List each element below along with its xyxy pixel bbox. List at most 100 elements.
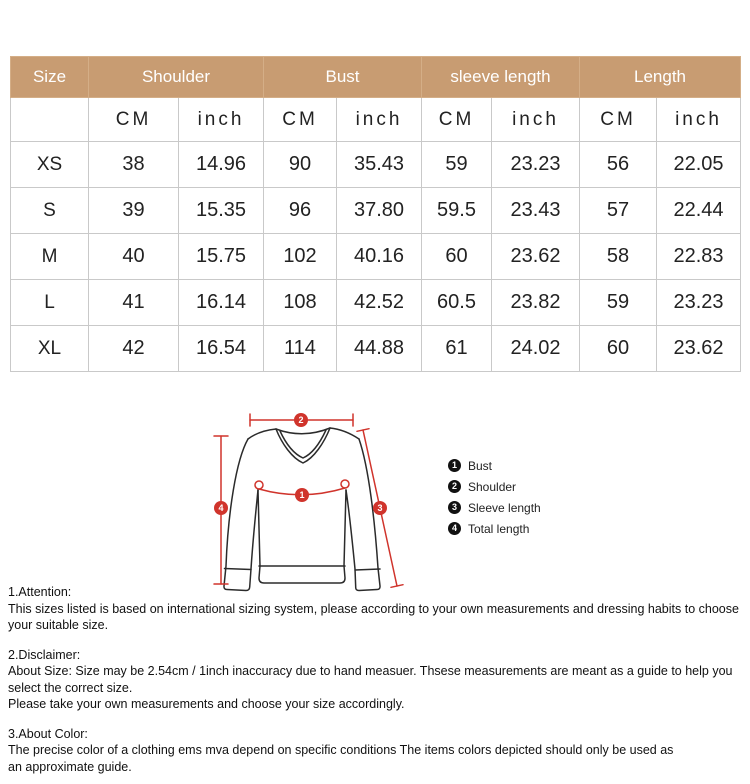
note-about-color: 3.About Color: The precise color of a cl… bbox=[8, 726, 746, 776]
marker-shoulder-number: 2 bbox=[298, 415, 303, 425]
table-group-header-row: Size Shoulder Bust sleeve length Length bbox=[10, 56, 741, 98]
cell-value: 23.62 bbox=[656, 325, 741, 372]
unit-cm: CM bbox=[579, 97, 657, 142]
legend-dot-1: 1 bbox=[448, 459, 461, 472]
legend-item-shoulder: 2 Shoulder bbox=[448, 476, 541, 497]
note-heading: 1.Attention: bbox=[8, 585, 72, 599]
cell-value: 22.83 bbox=[656, 233, 741, 280]
units-empty-cell bbox=[10, 97, 89, 142]
cell-value: 23.82 bbox=[491, 279, 580, 326]
table-row-m: M 40 15.75 102 40.16 60 23.62 58 22.83 bbox=[10, 233, 741, 280]
size-label: M bbox=[10, 233, 89, 280]
cell-value: 42 bbox=[88, 325, 179, 372]
size-label: XS bbox=[10, 141, 89, 188]
measure-legend: 1 Bust 2 Shoulder 3 Sleeve length 4 Tota… bbox=[448, 455, 541, 539]
cell-value: 37.80 bbox=[336, 187, 422, 234]
marker-sleeve-number: 3 bbox=[377, 503, 382, 513]
legend-label: Total length bbox=[468, 521, 530, 536]
legend-label: Bust bbox=[468, 458, 493, 473]
col-header-length: Length bbox=[579, 56, 741, 98]
table-row-xs: XS 38 14.96 90 35.43 59 23.23 56 22.05 bbox=[10, 141, 741, 188]
unit-inch: inch bbox=[336, 97, 422, 142]
note-line: This sizes listed is based on internatio… bbox=[8, 601, 739, 633]
marker-bust-number: 1 bbox=[299, 490, 304, 500]
note-heading: 3.About Color: bbox=[8, 726, 88, 741]
cell-value: 23.23 bbox=[491, 141, 580, 188]
cell-value: 16.14 bbox=[178, 279, 264, 326]
cell-value: 96 bbox=[263, 187, 337, 234]
notes-block: 1.Attention: This sizes listed is based … bbox=[8, 584, 746, 784]
legend-dot-4: 4 bbox=[448, 522, 461, 535]
col-header-sleeve-length: sleeve length bbox=[421, 56, 580, 98]
marker-sleeve-circle bbox=[373, 501, 387, 515]
note-line: About Size: Size may be 2.54cm / 1inch i… bbox=[8, 664, 733, 695]
cell-value: 59 bbox=[579, 279, 657, 326]
cell-value: 61 bbox=[421, 325, 492, 372]
cell-value: 15.75 bbox=[178, 233, 264, 280]
cell-value: 60 bbox=[421, 233, 492, 280]
note-line: Please take your own measurements and ch… bbox=[8, 697, 405, 711]
col-header-bust: Bust bbox=[263, 56, 422, 98]
legend-item-sleeve-length: 3 Sleeve length bbox=[448, 497, 541, 518]
size-label: S bbox=[10, 187, 89, 234]
note-line: The precise color of a clothing ems mva … bbox=[8, 743, 674, 757]
table-row-l: L 41 16.14 108 42.52 60.5 23.82 59 23.23 bbox=[10, 279, 741, 326]
measure-markers: 2 4 1 3 bbox=[214, 413, 387, 515]
marker-length-number: 4 bbox=[218, 503, 223, 513]
note-line: an approximate guide. bbox=[8, 759, 132, 774]
unit-inch: inch bbox=[656, 97, 741, 142]
cell-value: 58 bbox=[579, 233, 657, 280]
unit-cm: CM bbox=[421, 97, 492, 142]
cell-value: 60.5 bbox=[421, 279, 492, 326]
cell-value: 57 bbox=[579, 187, 657, 234]
legend-label: Sleeve length bbox=[468, 500, 541, 515]
legend-dot-2: 2 bbox=[448, 480, 461, 493]
cell-value: 60 bbox=[579, 325, 657, 372]
cell-value: 16.54 bbox=[178, 325, 264, 372]
cell-value: 35.43 bbox=[336, 141, 422, 188]
cell-value: 114 bbox=[263, 325, 337, 372]
cell-value: 59.5 bbox=[421, 187, 492, 234]
col-header-shoulder: Shoulder bbox=[88, 56, 264, 98]
cell-value: 102 bbox=[263, 233, 337, 280]
cell-value: 14.96 bbox=[178, 141, 264, 188]
size-label: L bbox=[10, 279, 89, 326]
note-attention: 1.Attention: This sizes listed is based … bbox=[8, 584, 746, 634]
cell-value: 59 bbox=[421, 141, 492, 188]
cell-value: 15.35 bbox=[178, 187, 264, 234]
sweater-outline bbox=[223, 427, 381, 592]
cell-value: 41 bbox=[88, 279, 179, 326]
cell-value: 108 bbox=[263, 279, 337, 326]
size-chart-table: Size Shoulder Bust sleeve length Length … bbox=[10, 56, 741, 372]
legend-item-bust: 1 Bust bbox=[448, 455, 541, 476]
note-heading: 2.Disclaimer: bbox=[8, 647, 81, 662]
legend-label: Shoulder bbox=[468, 479, 517, 494]
sweater-measure-diagram: 2 4 1 3 bbox=[213, 413, 404, 592]
cell-value: 39 bbox=[88, 187, 179, 234]
col-header-size: Size bbox=[10, 56, 89, 98]
cell-value: 24.02 bbox=[491, 325, 580, 372]
cell-value: 40 bbox=[88, 233, 179, 280]
note-disclaimer: 2.Disclaimer: About Size: Size may be 2.… bbox=[8, 647, 746, 713]
cell-value: 40.16 bbox=[336, 233, 422, 280]
unit-cm: CM bbox=[263, 97, 337, 142]
cell-value: 23.62 bbox=[491, 233, 580, 280]
marker-bust-circle bbox=[295, 488, 309, 502]
table-row-s: S 39 15.35 96 37.80 59.5 23.43 57 22.44 bbox=[10, 187, 741, 234]
cell-value: 44.88 bbox=[336, 325, 422, 372]
legend-item-total-length: 4 Total length bbox=[448, 518, 541, 539]
cell-value: 23.23 bbox=[656, 279, 741, 326]
cell-value: 42.52 bbox=[336, 279, 422, 326]
unit-inch: inch bbox=[178, 97, 264, 142]
measure-lines bbox=[213, 413, 404, 589]
unit-inch: inch bbox=[491, 97, 580, 142]
size-label: XL bbox=[10, 325, 89, 372]
cell-value: 90 bbox=[263, 141, 337, 188]
legend-dot-3: 3 bbox=[448, 501, 461, 514]
cell-value: 22.05 bbox=[656, 141, 741, 188]
cell-value: 22.44 bbox=[656, 187, 741, 234]
cell-value: 38 bbox=[88, 141, 179, 188]
marker-length-circle bbox=[214, 501, 228, 515]
table-row-xl: XL 42 16.54 114 44.88 61 24.02 60 23.62 bbox=[10, 325, 741, 372]
